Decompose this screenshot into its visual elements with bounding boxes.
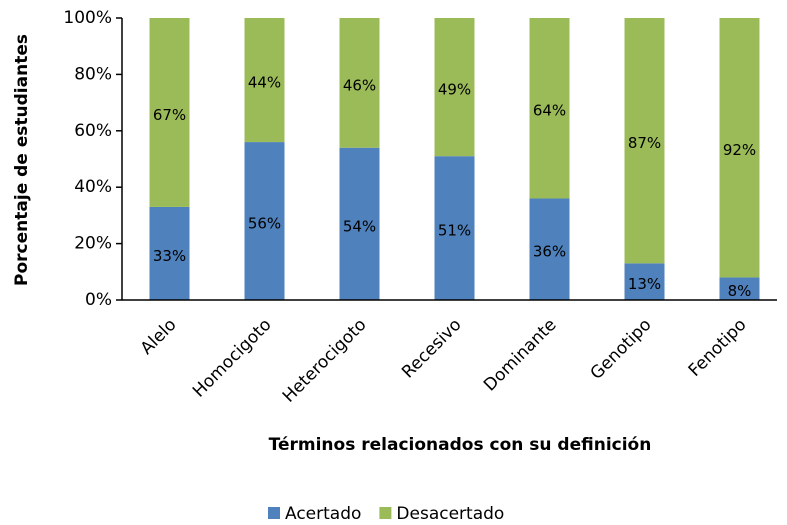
bar-segment: [624, 263, 665, 300]
data-label: 87%: [628, 134, 661, 152]
data-label: 49%: [438, 81, 471, 99]
legend-swatch: [268, 507, 280, 519]
bar-segment: [149, 206, 190, 300]
bar-segment: [339, 18, 380, 148]
data-label: 8%: [728, 282, 752, 300]
x-tick-label: Genotipo: [587, 315, 656, 384]
data-label: 44%: [248, 74, 281, 92]
y-tick-label: 20%: [74, 234, 112, 254]
y-tick-label: 0%: [85, 290, 112, 310]
x-tick-label: Homocigoto: [189, 315, 276, 402]
x-axis-label: Términos relacionados con su definición: [269, 435, 652, 455]
y-tick-label: 40%: [74, 177, 112, 197]
y-tick-label: 80%: [74, 64, 112, 84]
y-axis-label: Porcentaje de estudiantes: [12, 34, 32, 286]
data-label: 36%: [533, 243, 566, 261]
legend-label: Desacertado: [396, 504, 504, 524]
x-tick-label: Alelo: [137, 315, 181, 359]
data-label: 33%: [153, 247, 186, 265]
y-tick-label: 60%: [74, 121, 112, 141]
bar-segment: [244, 18, 285, 143]
x-tick-label: Dominante: [480, 315, 561, 396]
data-label: 54%: [343, 217, 376, 235]
x-tick-label: Recesivo: [398, 315, 465, 382]
data-label: 67%: [153, 106, 186, 124]
x-tick-label: Heterocigoto: [279, 315, 371, 407]
bar-segment: [339, 147, 380, 300]
bar-segment: [719, 18, 760, 278]
data-label: 51%: [438, 222, 471, 240]
legend-label: Acertado: [285, 504, 361, 524]
bar-segment: [434, 156, 475, 300]
data-label: 92%: [723, 141, 756, 159]
bar-segment: [529, 18, 570, 199]
x-tick-label: Fenotipo: [685, 315, 751, 381]
bar-segment: [719, 277, 760, 300]
legend-swatch: [379, 507, 392, 519]
bar-segment: [624, 18, 665, 264]
data-label: 64%: [533, 102, 566, 120]
bar-segment: [529, 198, 570, 300]
bar-segment: [244, 142, 285, 300]
data-label: 46%: [343, 76, 376, 94]
bar-segment: [149, 18, 190, 207]
data-label: 13%: [628, 275, 661, 293]
y-tick-label: 100%: [63, 8, 112, 28]
bar-segment: [434, 18, 475, 157]
data-label: 56%: [248, 215, 281, 233]
